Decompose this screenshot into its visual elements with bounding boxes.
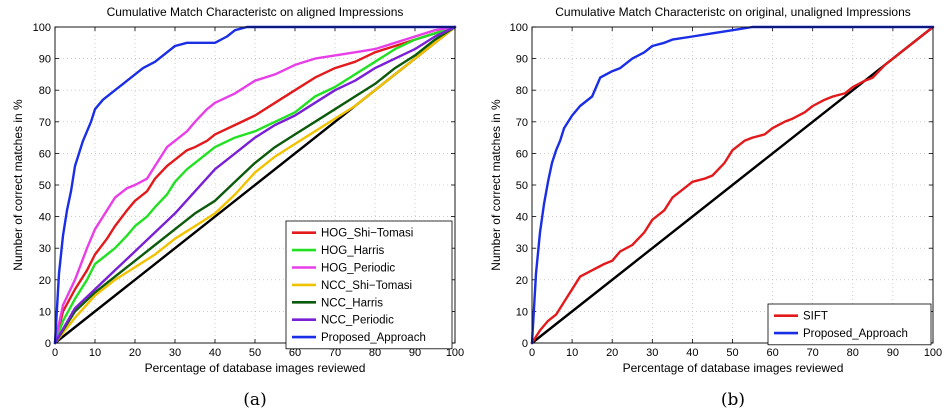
chart-a-caption: (a) [243, 390, 266, 410]
chart-a-xtick-label: 60 [289, 347, 301, 359]
chart-a-title: Cumulative Match Characteristc on aligne… [107, 5, 404, 19]
chart-b-xtick-label: 50 [726, 347, 738, 359]
chart-b-title: Cumulative Match Characteristc on origin… [555, 5, 911, 19]
chart-a-xtick-label: 40 [209, 347, 221, 359]
chart-a-legend-label: HOG_Periodic [321, 263, 395, 275]
chart-a-legend-label: NCC_Shi−Tomasi [321, 280, 412, 292]
chart-a-xtick-label: 100 [446, 347, 464, 359]
chart-a-ytick-label: 20 [39, 275, 51, 287]
chart-a-legend-label: NCC_Periodic [321, 315, 394, 327]
chart-b-ytick-label: 20 [516, 275, 528, 287]
chart-b-ytick-label: 50 [516, 180, 528, 192]
chart-b-xtick-label: 30 [646, 347, 658, 359]
chart-b-xlabel: Percentage of database images reviewed [623, 361, 844, 375]
chart-b-caption: (b) [721, 390, 745, 410]
chart-b-xtick-label: 70 [807, 347, 819, 359]
chart-b-plot-area: 0 10 20 30 40 50 60 70 80 90 100 0 10 20 30 40 50 60 70 80 9… [510, 22, 943, 359]
chart-b-legend-label: SIFT [803, 311, 828, 323]
chart-b-xtick-label: 100 [924, 347, 942, 359]
chart-a-series-ncc-shi-tomasi [53, 25, 457, 345]
chart-b-legend-box [767, 303, 932, 346]
chart-b-axes-frame [531, 26, 934, 344]
chart-b-ytick-label: 40 [516, 212, 528, 224]
chart-a-xtick-label: 80 [369, 347, 381, 359]
chart-a-xtick-label: 50 [249, 347, 261, 359]
chart-b-series-sift [530, 25, 935, 345]
chart-a-series-ncc-harris [53, 25, 457, 345]
chart-b-xtick-label: 40 [686, 347, 698, 359]
chart-a-legend-label: Proposed_Approach [321, 332, 426, 344]
chart-b-ytick-label: 0 [522, 338, 528, 350]
chart-a-ytick-label: 50 [39, 180, 51, 192]
chart-b-legend-label: Proposed_Approach [803, 328, 908, 340]
chart-a-ylabel: Number of correct matches in % [11, 99, 25, 271]
chart-a-legend-label: HOG_Harris [321, 245, 385, 257]
chart-a-legend: HOG_Shi−Tomasi HOG_Harris HOG_Periodic NCC_… [285, 220, 453, 350]
chart-a-plot-area: 0 10 20 30 40 50 60 70 80 90 100 0 10 20 30 40 50 60 70 80 9… [33, 22, 465, 359]
chart-a-ytick-label: 90 [39, 54, 51, 66]
chart-a-legend-label: NCC_Harris [321, 297, 383, 309]
chart-a: Cumulative Match Characteristc on aligne… [11, 5, 464, 410]
chart-a-series-hog-shi-tomasi [53, 25, 457, 345]
chart-a-axes-frame [54, 26, 456, 344]
chart-b-ytick-label: 70 [516, 117, 528, 129]
chart-a-legend-label: HOG_Shi−Tomasi [321, 228, 413, 240]
chart-a-ytick-label: 40 [39, 212, 51, 224]
chart-b-ytick-label: 90 [516, 54, 528, 66]
chart-a-ytick-label: 30 [39, 243, 51, 255]
chart-b-ytick-label: 10 [516, 306, 528, 318]
chart-a-xtick-label: 70 [329, 347, 341, 359]
chart-a-xtick-label: 20 [129, 347, 141, 359]
chart-b-xtick-label: 10 [566, 347, 578, 359]
chart-a-xtick-label: 30 [169, 347, 181, 359]
chart-a-series-hog-periodic [53, 25, 457, 345]
chart-a-ytick-label: 100 [33, 22, 51, 34]
chart-a-xtick-label: 0 [52, 347, 58, 359]
chart-a-xtick-label: 10 [89, 347, 101, 359]
chart-b-xtick-label: 0 [529, 347, 535, 359]
chart-b-ytick-label: 60 [516, 148, 528, 160]
chart-a-xtick-label: 90 [409, 347, 421, 359]
chart-a-ytick-label: 0 [45, 338, 51, 350]
chart-b-xtick-label: 90 [887, 347, 899, 359]
chart-b-legend: SIFT Proposed_Approach [767, 303, 932, 346]
chart-b-xtick-label: 60 [766, 347, 778, 359]
chart-a-series-hog-harris [53, 25, 457, 345]
chart-a-xlabel: Percentage of database images reviewed [145, 361, 366, 375]
chart-b-ytick-label: 30 [516, 243, 528, 255]
chart-b-ytick-label: 100 [510, 22, 528, 34]
chart-a-ytick-label: 10 [39, 306, 51, 318]
chart-b: Cumulative Match Characteristc on origin… [489, 5, 942, 410]
chart-a-ytick-label: 60 [39, 148, 51, 160]
chart-b-xtick-label: 20 [606, 347, 618, 359]
chart-b-xtick-label: 80 [847, 347, 859, 359]
chart-a-series-ncc-periodic [53, 25, 457, 345]
chart-b-ytick-label: 80 [516, 85, 528, 97]
chart-a-ytick-label: 70 [39, 117, 51, 129]
chart-b-ylabel: Number of correct matches in % [489, 99, 503, 271]
chart-a-ytick-label: 80 [39, 85, 51, 97]
